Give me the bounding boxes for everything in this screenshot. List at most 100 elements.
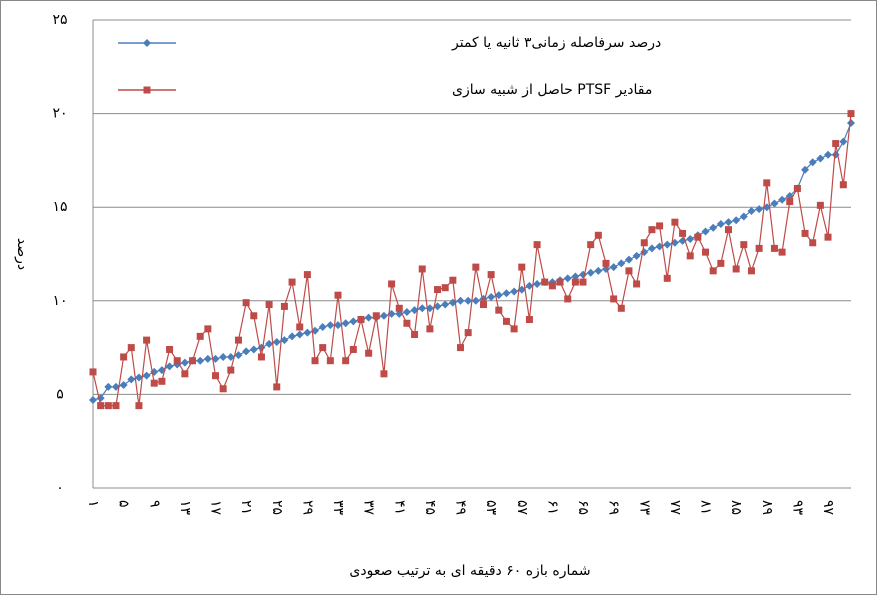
data-point [234, 351, 243, 360]
x-tick-label: ۲۱ [238, 500, 254, 515]
data-point [571, 278, 579, 286]
data-point [510, 287, 519, 296]
x-tick-label: ۴۵ [422, 500, 438, 515]
data-point [755, 205, 764, 214]
data-point [770, 199, 779, 208]
x-tick-label: ۳۳ [330, 500, 346, 516]
data-point [288, 332, 297, 341]
data-point [702, 248, 710, 256]
data-point [847, 110, 855, 118]
data-point [671, 218, 679, 226]
data-point [594, 231, 602, 239]
data-point [679, 229, 687, 237]
data-point [548, 282, 556, 290]
data-point [219, 385, 227, 393]
data-point [778, 195, 787, 204]
data-point [203, 354, 212, 363]
data-point [119, 381, 128, 390]
data-point [625, 267, 633, 275]
data-point [586, 268, 595, 277]
y-tick-label: ۲۵ [52, 12, 67, 28]
data-point [471, 296, 480, 305]
data-point [434, 286, 442, 294]
x-tick-label: ۵۷ [514, 500, 530, 516]
x-tick-label: ۳۷ [361, 500, 377, 516]
data-point [724, 226, 732, 234]
data-point [166, 345, 174, 353]
data-point [418, 265, 426, 273]
data-point [457, 344, 465, 352]
data-point [533, 241, 541, 249]
data-point [410, 306, 419, 315]
data-point [402, 308, 411, 317]
series [89, 110, 855, 410]
y-tick-label: ۲۰ [52, 106, 67, 122]
data-point [717, 259, 725, 267]
x-tick-label: ۵ [116, 500, 132, 508]
data-point [763, 179, 771, 187]
x-tick-label: ۲۵ [269, 500, 285, 515]
data-point [97, 402, 105, 410]
data-point [227, 366, 235, 374]
x-tick-label: ۴۹ [453, 500, 469, 515]
data-point [342, 357, 350, 365]
data-point [579, 278, 587, 286]
data-point [701, 227, 710, 236]
data-point [219, 352, 228, 361]
data-point [104, 402, 112, 410]
data-point [709, 223, 718, 232]
data-point [632, 251, 641, 260]
data-point [288, 278, 296, 286]
data-point [181, 370, 189, 378]
data-point [379, 311, 388, 320]
y-tick-label: ۵ [56, 386, 64, 402]
data-point [426, 325, 434, 333]
data-point [732, 265, 740, 273]
data-point [786, 198, 794, 206]
data-point [395, 304, 403, 312]
y-axis-title: درصد [14, 238, 30, 270]
data-point [640, 239, 648, 247]
data-point [326, 357, 334, 365]
data-point [311, 357, 319, 365]
data-point [280, 302, 288, 310]
data-point [296, 323, 304, 331]
x-tick-label: ۷۳ [636, 500, 652, 516]
data-point [801, 229, 809, 237]
data-point [556, 278, 564, 286]
data-point [533, 279, 542, 288]
x-tick-label: ۶۱ [544, 500, 560, 515]
data-point [273, 383, 281, 391]
x-tick-label: ۶۵ [575, 500, 591, 515]
data-point [280, 336, 289, 345]
data-point [647, 244, 656, 253]
data-point [602, 259, 610, 267]
data-point [847, 118, 855, 127]
legend-label: درصد سرفاصله زمانی۳ ثانیه یا کمتر [451, 35, 661, 51]
y-tick-label: ۱۵ [52, 199, 67, 215]
data-point [204, 325, 212, 333]
data-point [832, 140, 840, 148]
data-point [587, 241, 595, 249]
data-point [441, 284, 449, 292]
x-tick-label: ۱ [85, 500, 101, 508]
data-point [380, 370, 388, 378]
y-tick-label: ۰ [56, 480, 64, 496]
data-point [418, 304, 427, 313]
data-point [564, 295, 572, 303]
x-axis-title: شماره بازه ۶۰ دقیقه ای به ترتیب صعودی [349, 563, 590, 579]
data-point [142, 371, 151, 380]
data-point [494, 291, 503, 300]
data-point [525, 316, 533, 324]
x-tick-label: ۱۳ [177, 500, 193, 516]
data-point [839, 137, 848, 146]
data-point [495, 306, 503, 314]
data-point [364, 313, 373, 322]
x-tick-label: ۵۳ [483, 500, 499, 516]
data-point [510, 325, 518, 333]
data-point [747, 267, 755, 275]
x-tick-label: ۹۷ [820, 500, 836, 516]
data-point [120, 353, 128, 361]
data-point [111, 382, 120, 391]
